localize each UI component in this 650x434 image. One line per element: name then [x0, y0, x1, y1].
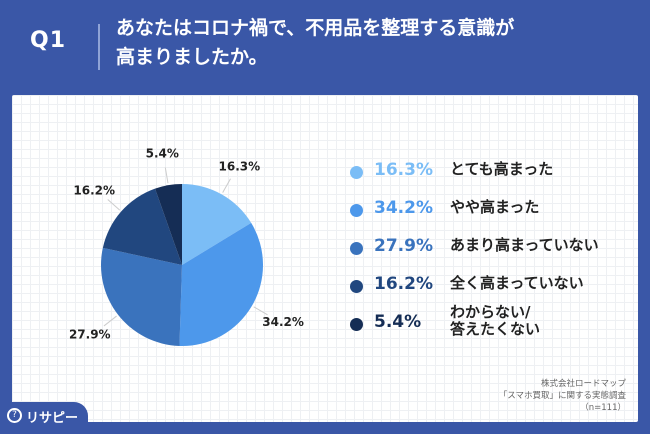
- pie-slice-very-increased: [182, 184, 252, 265]
- legend-item-dont-know: 5.4% わからない/ 答えたくない: [350, 304, 620, 345]
- legend: 16.3% とても高まった 34.2% やや高まった 27.9% あまり高まって…: [350, 155, 620, 345]
- legend-swatch: [350, 166, 363, 179]
- legend-percent: 16.3%: [374, 160, 433, 180]
- legend-label: とても高まった: [450, 160, 554, 178]
- legend-label: 全く高まっていない: [450, 274, 584, 292]
- legend-percent: 34.2%: [374, 198, 433, 218]
- legend-swatch: [350, 242, 363, 255]
- survey-source: 株式会社ロードマップ 「スマホ買取」に関する実態調査 （n=111）: [366, 378, 626, 414]
- legend-label: やや高まった: [450, 198, 540, 216]
- legend-label-line1: わからない/: [450, 303, 531, 321]
- legend-item-not-much-increased: 27.9% あまり高まっていない: [350, 231, 620, 269]
- source-survey: 「スマホ買取」に関する実態調査: [498, 391, 626, 401]
- brand-tab: ? リサピー: [0, 402, 88, 434]
- legend-swatch: [350, 280, 363, 293]
- source-company: 株式会社ロードマップ: [540, 379, 626, 389]
- header-banner: Q1 あなたはコロナ禍で、不用品を整理する意識が 高まりましたか。: [0, 0, 650, 92]
- leader-line: [103, 315, 117, 327]
- leader-line: [164, 167, 169, 184]
- legend-item-not-at-all-increased: 16.2% 全く高まっていない: [350, 269, 620, 307]
- pie-slice-somewhat-increased: [179, 222, 263, 346]
- legend-percent: 5.4%: [374, 312, 422, 332]
- question-mark-icon: ?: [7, 408, 22, 423]
- brand-name: リサピー: [26, 411, 79, 426]
- legend-item-very-increased: 16.3% とても高まった: [350, 155, 620, 193]
- chart-card: 16.3% 34.2% 27.9% 16.2% 5.4% 16.3% とても高まった 3…: [12, 95, 638, 422]
- legend-percent: 16.2%: [374, 274, 433, 294]
- leader-line: [222, 178, 231, 193]
- question-title-line1: あなたはコロナ禍で、不用品を整理する意識が: [116, 17, 515, 39]
- question-title: あなたはコロナ禍で、不用品を整理する意識が 高まりましたか。: [116, 14, 616, 72]
- legend-label: わからない/ 答えたくない: [450, 304, 620, 338]
- legend-swatch: [350, 318, 363, 331]
- data-label: 27.9%: [69, 328, 111, 342]
- pie-slice-not-at-all-increased: [102, 188, 182, 265]
- leader-line: [107, 199, 121, 211]
- pie-chart: 16.3% 34.2% 27.9% 16.2% 5.4%: [69, 147, 304, 346]
- header-divider: [98, 24, 100, 70]
- data-label: 16.3%: [219, 159, 261, 173]
- data-label: 34.2%: [262, 315, 304, 329]
- pie-slice-dont-know: [155, 184, 182, 265]
- data-label: 5.4%: [146, 147, 179, 161]
- question-title-line2: 高まりましたか。: [116, 46, 268, 68]
- legend-label-line2: 答えたくない: [450, 320, 541, 338]
- legend-label: あまり高まっていない: [450, 236, 599, 254]
- data-label: 16.2%: [73, 183, 115, 197]
- question-label: Q1: [30, 28, 67, 53]
- legend-item-somewhat-increased: 34.2% やや高まった: [350, 193, 620, 231]
- legend-swatch: [350, 204, 363, 217]
- legend-percent: 27.9%: [374, 236, 433, 256]
- leader-line: [253, 306, 268, 316]
- source-sample-size: （n=111）: [580, 403, 626, 413]
- pie-slice-not-much-increased: [101, 247, 182, 346]
